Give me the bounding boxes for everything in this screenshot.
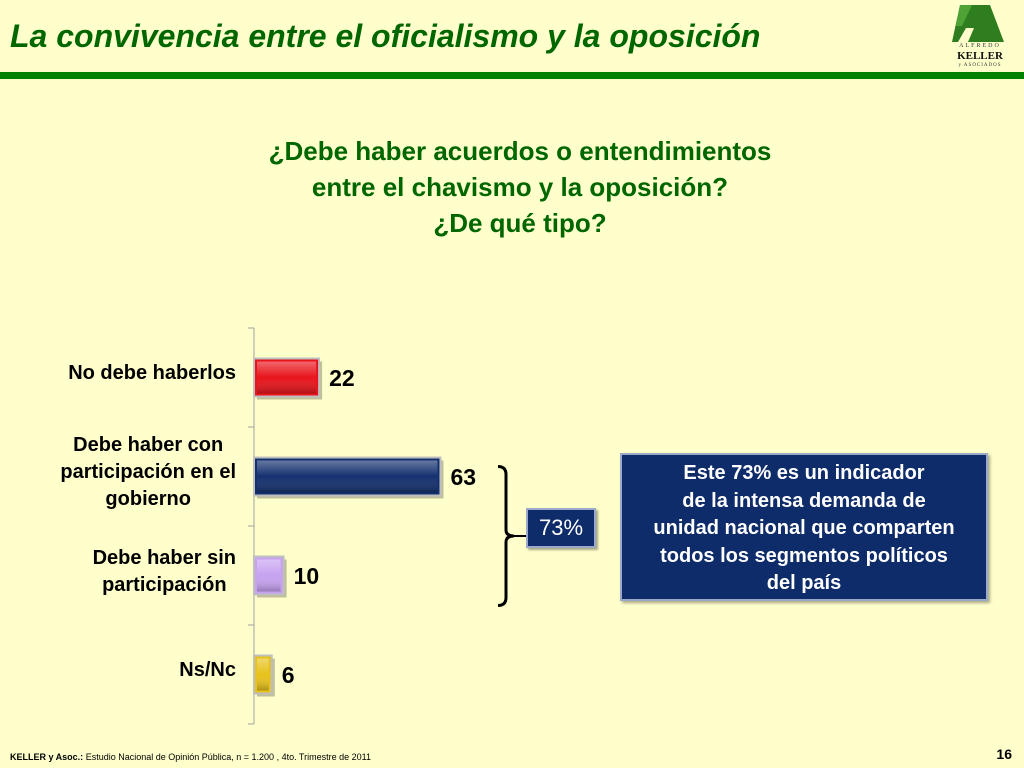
footer-source-text: Estudio Nacional de Opinión Pública, n =… [83,752,371,762]
page-title: La convivencia entre el oficialismo y la… [10,18,761,54]
callout-line-2: de la intensa demanda de [682,489,926,512]
callout-line-1: Este 73% es un indicador [683,462,925,484]
header-rule [0,72,1024,79]
logo-line3: y ASOCIADOS [958,63,1002,68]
category-label: No debe haberlos [68,362,236,384]
page-number: 16 [996,746,1012,762]
bar-bevel [257,658,269,691]
bracket [497,465,515,607]
logo-line1: ALFREDO [959,43,1001,49]
footer-source: KELLER y Asoc.: Estudio Nacional de Opin… [10,752,371,762]
callout-line-3: unidad nacional que comparten [653,517,955,539]
category-label: Ns/Nc [179,659,236,681]
callout-line-4: todos los segmentos políticos [660,544,948,567]
callout-line-5: del país [766,572,842,594]
bar-value-label: 22 [329,364,355,391]
category-label: Debe haber sin participación [92,546,236,596]
bar [253,555,287,598]
bar [253,357,323,400]
bar-bevel [257,460,438,493]
bar [253,456,444,499]
footer-source-bold: KELLER y Asoc.: [10,752,84,762]
bar-value-label: 63 [450,463,477,490]
chart-question: ¿Debe haber acuerdos o entendimientos en… [200,133,840,241]
question-line-3: ¿De qué tipo? [433,208,607,238]
logo-mark-icon [952,5,1004,42]
question-line-1: ¿Debe haber acuerdos o entendimientos [268,136,772,166]
bar [253,654,275,697]
question-line-2: entre el chavismo y la oposición? [311,172,729,202]
company-logo: ALFREDO KELLER y ASOCIADOS [948,4,1012,72]
category-label: Debe haber con participación en el gobie… [60,434,236,510]
bar-value-label: 6 [281,661,295,688]
bar-bevel [257,559,281,592]
bracket-total-badge: 73% [526,508,596,548]
bar-value-label: 10 [293,562,320,589]
logo-line2: KELLER [957,50,1003,62]
bar-bevel [257,361,317,394]
callout-box: Este 73% es un indicador de la intensa d… [620,453,988,601]
